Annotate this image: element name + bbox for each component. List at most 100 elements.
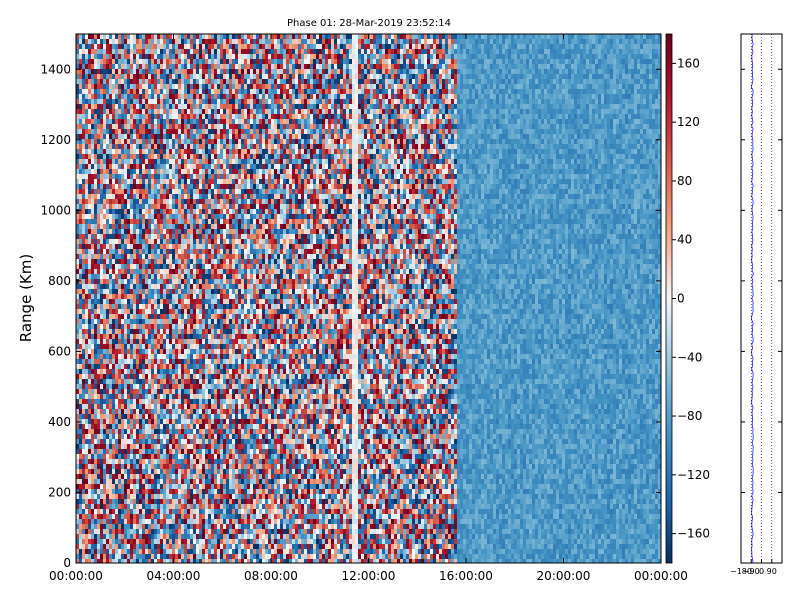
heatmap-cell xyxy=(190,554,194,560)
heatmap-cell xyxy=(121,439,125,445)
heatmap-cell xyxy=(208,294,212,300)
heatmap-cell xyxy=(121,494,125,500)
heatmap-cell xyxy=(127,409,131,415)
heatmap-cell xyxy=(196,209,200,215)
heatmap-cell xyxy=(115,444,119,450)
heatmap-cell xyxy=(190,89,194,95)
heatmap-cell xyxy=(154,64,158,70)
heatmap-cell xyxy=(190,144,194,150)
heatmap-cell xyxy=(187,99,191,105)
heatmap-cell xyxy=(157,119,161,125)
heatmap-cell xyxy=(190,514,194,520)
heatmap-cell xyxy=(154,204,158,210)
heatmap-cell xyxy=(133,169,137,175)
heatmap-cell xyxy=(115,239,119,245)
heatmap-cell xyxy=(76,189,80,195)
heatmap-cell xyxy=(133,449,137,455)
heatmap-cell xyxy=(163,104,167,110)
heatmap-cell xyxy=(103,174,107,180)
heatmap-cell xyxy=(208,229,212,235)
heatmap-cell xyxy=(151,254,155,260)
heatmap-cell xyxy=(199,434,203,440)
heatmap-cell xyxy=(163,439,167,445)
heatmap-cell xyxy=(85,549,89,555)
heatmap-cell xyxy=(184,234,188,240)
heatmap-cell xyxy=(79,229,83,235)
heatmap-cell xyxy=(181,174,185,180)
heatmap-cell xyxy=(139,524,143,530)
heatmap-cell xyxy=(130,384,134,390)
heatmap-cell xyxy=(157,374,161,380)
heatmap-cell xyxy=(94,314,98,320)
heatmap-cell xyxy=(100,479,104,485)
heatmap-cell xyxy=(145,314,149,320)
heatmap-cell xyxy=(154,364,158,370)
heatmap-cell xyxy=(76,159,80,165)
heatmap-cell xyxy=(199,534,203,540)
heatmap-cell xyxy=(214,149,218,155)
heatmap-cell xyxy=(103,354,107,360)
heatmap-cell xyxy=(214,199,218,205)
heatmap-cell xyxy=(199,319,203,325)
heatmap-cell xyxy=(133,329,137,335)
heatmap-cell xyxy=(184,304,188,310)
heatmap-cell xyxy=(91,354,95,360)
heatmap-cell xyxy=(136,494,140,500)
heatmap-cell xyxy=(85,524,89,530)
heatmap-cell xyxy=(85,429,89,435)
heatmap-cell xyxy=(91,504,95,510)
heatmap-cell xyxy=(112,324,116,330)
heatmap-cell xyxy=(205,379,209,385)
heatmap-cell xyxy=(139,84,143,90)
heatmap-cell xyxy=(145,489,149,495)
heatmap-cell xyxy=(157,484,161,490)
heatmap-cell xyxy=(187,394,191,400)
heatmap-cell xyxy=(97,519,101,525)
heatmap-cell xyxy=(112,554,116,560)
heatmap-cell xyxy=(91,74,95,80)
heatmap-cell xyxy=(175,254,179,260)
heatmap-cell xyxy=(133,499,137,505)
heatmap-cell xyxy=(190,119,194,125)
heatmap-cell xyxy=(199,169,203,175)
heatmap-cell xyxy=(91,314,95,320)
heatmap-cell xyxy=(154,344,158,350)
heatmap-cell xyxy=(160,419,164,425)
heatmap-cell xyxy=(142,99,146,105)
heatmap-cell xyxy=(121,99,125,105)
heatmap-cell xyxy=(178,54,182,60)
heatmap-cell xyxy=(124,279,128,285)
heatmap-cell xyxy=(115,339,119,345)
heatmap-cell xyxy=(76,544,80,550)
heatmap-cell xyxy=(133,454,137,460)
heatmap-cell xyxy=(121,239,125,245)
heatmap-cell xyxy=(196,389,200,395)
heatmap-cell xyxy=(187,159,191,165)
heatmap-cell xyxy=(100,449,104,455)
heatmap-cell xyxy=(166,399,170,405)
heatmap-cell xyxy=(169,464,173,470)
heatmap-cell xyxy=(205,344,209,350)
heatmap-cell xyxy=(130,149,134,155)
heatmap-cell xyxy=(199,134,203,140)
heatmap-cell xyxy=(151,169,155,175)
heatmap-cell xyxy=(115,169,119,175)
heatmap-cell xyxy=(154,259,158,265)
heatmap-cell xyxy=(211,359,215,365)
heatmap-cell xyxy=(139,349,143,355)
heatmap-cell xyxy=(76,484,80,490)
heatmap-cell xyxy=(208,479,212,485)
heatmap-cell xyxy=(175,54,179,60)
heatmap-cell xyxy=(184,149,188,155)
heatmap-cell xyxy=(79,439,83,445)
heatmap-cell xyxy=(160,424,164,430)
heatmap-cell xyxy=(181,524,185,530)
heatmap-cell xyxy=(181,484,185,490)
heatmap-cell xyxy=(118,54,122,60)
heatmap-cell xyxy=(136,229,140,235)
heatmap-cell xyxy=(184,209,188,215)
heatmap-cell xyxy=(172,414,176,420)
heatmap-cell xyxy=(163,399,167,405)
heatmap-cell xyxy=(196,129,200,135)
heatmap-cell xyxy=(133,554,137,560)
